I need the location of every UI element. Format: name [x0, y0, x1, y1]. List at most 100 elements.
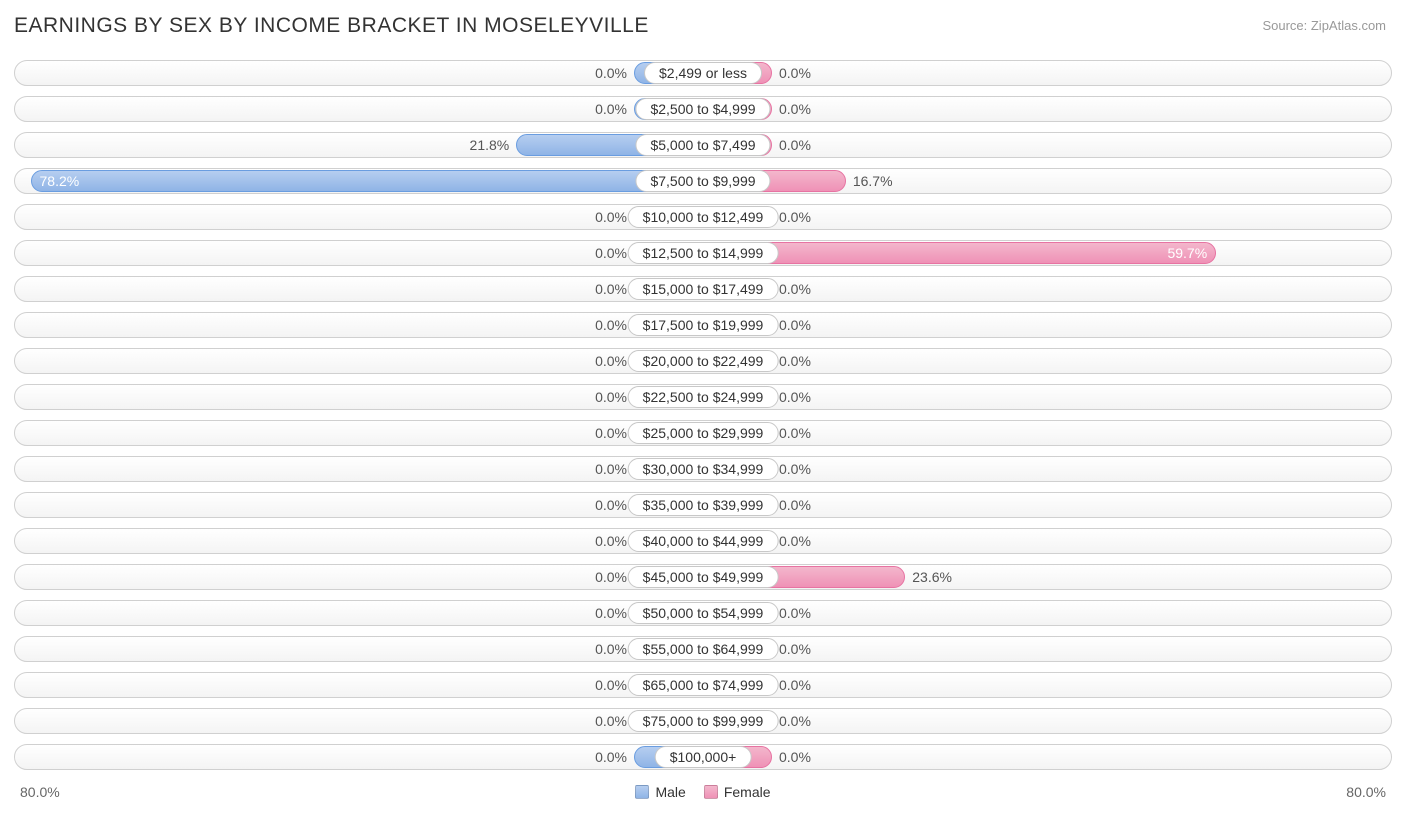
- male-side: 0.0%: [14, 56, 703, 90]
- category-label: $22,500 to $24,999: [628, 386, 779, 408]
- female-pct-label: 0.0%: [779, 713, 811, 729]
- chart-row: 21.8%0.0%$5,000 to $7,499: [14, 128, 1392, 162]
- category-label: $50,000 to $54,999: [628, 602, 779, 624]
- female-side: 0.0%: [703, 704, 1392, 738]
- female-swatch: [704, 785, 718, 799]
- category-label: $2,499 or less: [644, 62, 762, 84]
- chart-row: 0.0%23.6%$45,000 to $49,999: [14, 560, 1392, 594]
- female-pct-label: 0.0%: [779, 317, 811, 333]
- male-side: 0.0%: [14, 596, 703, 630]
- male-pct-label: 0.0%: [595, 281, 627, 297]
- female-side: 0.0%: [703, 308, 1392, 342]
- female-pct-label: 0.0%: [779, 137, 811, 153]
- female-pct-label: 0.0%: [779, 749, 811, 765]
- category-label: $35,000 to $39,999: [628, 494, 779, 516]
- chart-row: 0.0%0.0%$35,000 to $39,999: [14, 488, 1392, 522]
- category-label: $30,000 to $34,999: [628, 458, 779, 480]
- chart-area: 0.0%0.0%$2,499 or less0.0%0.0%$2,500 to …: [14, 56, 1392, 777]
- legend-female-label: Female: [724, 784, 771, 800]
- male-pct-label: 0.0%: [595, 353, 627, 369]
- male-side: 78.2%: [14, 164, 703, 198]
- legend-female: Female: [704, 784, 771, 800]
- female-pct-label: 23.6%: [912, 569, 952, 585]
- male-pct-label: 0.0%: [595, 641, 627, 657]
- male-pct-label: 0.0%: [595, 677, 627, 693]
- male-side: 0.0%: [14, 272, 703, 306]
- male-pct-label: 0.0%: [595, 101, 627, 117]
- male-side: 0.0%: [14, 560, 703, 594]
- chart-row: 0.0%0.0%$40,000 to $44,999: [14, 524, 1392, 558]
- female-side: 0.0%: [703, 596, 1392, 630]
- male-side: 0.0%: [14, 704, 703, 738]
- female-side: 23.6%: [703, 560, 1392, 594]
- female-side: 0.0%: [703, 200, 1392, 234]
- male-side: 0.0%: [14, 92, 703, 126]
- male-side: 0.0%: [14, 452, 703, 486]
- female-pct-label: 0.0%: [779, 209, 811, 225]
- category-label: $25,000 to $29,999: [628, 422, 779, 444]
- category-label: $2,500 to $4,999: [635, 98, 770, 120]
- chart-row: 78.2% 16.7%$7,500 to $9,999: [14, 164, 1392, 198]
- category-label: $12,500 to $14,999: [628, 242, 779, 264]
- chart-row: 0.0% 0.0%$55,000 to $64,999: [14, 632, 1392, 666]
- female-pct-label: 0.0%: [779, 605, 811, 621]
- legend-male: Male: [635, 784, 685, 800]
- male-pct-label: 0.0%: [595, 713, 627, 729]
- chart-row: 0.0% 0.0%$25,000 to $29,999: [14, 416, 1392, 450]
- male-pct-label: 0.0%: [595, 749, 627, 765]
- female-side: 59.7%: [703, 236, 1392, 270]
- male-side: 0.0%: [14, 308, 703, 342]
- male-pct-label: 0.0%: [595, 533, 627, 549]
- female-side: 0.0%: [703, 272, 1392, 306]
- female-side: 0.0%: [703, 56, 1392, 90]
- axis-max-right: 80.0%: [1346, 784, 1386, 800]
- category-label: $65,000 to $74,999: [628, 674, 779, 696]
- chart-row: 0.0% 0.0%$30,000 to $34,999: [14, 452, 1392, 486]
- legend: Male Female: [635, 784, 770, 800]
- female-side: 0.0%: [703, 92, 1392, 126]
- chart-footer: 80.0% Male Female 80.0%: [14, 781, 1392, 803]
- female-side: 0.0%: [703, 632, 1392, 666]
- male-pct-label: 0.0%: [595, 209, 627, 225]
- male-pct-label: 0.0%: [595, 317, 627, 333]
- female-side: 0.0%: [703, 452, 1392, 486]
- female-pct-label: 0.0%: [779, 353, 811, 369]
- category-label: $100,000+: [655, 746, 752, 768]
- male-pct-label: 0.0%: [595, 569, 627, 585]
- chart-row: 0.0%0.0%$2,500 to $4,999: [14, 92, 1392, 126]
- male-swatch: [635, 785, 649, 799]
- male-pct-label: 0.0%: [595, 425, 627, 441]
- female-pct-label: 0.0%: [779, 677, 811, 693]
- female-side: 0.0%: [703, 668, 1392, 702]
- female-side: 16.7%: [703, 164, 1392, 198]
- chart-row: 0.0% 0.0%$20,000 to $22,499: [14, 344, 1392, 378]
- category-label: $7,500 to $9,999: [635, 170, 770, 192]
- male-pct-label: 78.2%: [40, 173, 80, 189]
- female-bar: 59.7%: [702, 242, 1216, 264]
- male-side: 21.8%: [14, 128, 703, 162]
- male-side: 0.0%: [14, 668, 703, 702]
- male-pct-label: 0.0%: [595, 461, 627, 477]
- female-side: 0.0%: [703, 488, 1392, 522]
- female-pct-label: 0.0%: [779, 425, 811, 441]
- chart-row: 0.0% 0.0% $100,000+: [14, 740, 1392, 774]
- female-side: 0.0%: [703, 416, 1392, 450]
- male-pct-label: 0.0%: [595, 65, 627, 81]
- category-label: $20,000 to $22,499: [628, 350, 779, 372]
- female-side: 0.0%: [703, 344, 1392, 378]
- chart-row: 0.0%0.0%$22,500 to $24,999: [14, 380, 1392, 414]
- female-pct-label: 0.0%: [779, 497, 811, 513]
- male-side: 0.0%: [14, 632, 703, 666]
- female-pct-label: 0.0%: [779, 461, 811, 477]
- chart-row: 0.0% 0.0%$65,000 to $74,999: [14, 668, 1392, 702]
- male-side: 0.0%: [14, 236, 703, 270]
- female-pct-label: 0.0%: [779, 65, 811, 81]
- male-pct-label: 21.8%: [470, 137, 510, 153]
- category-label: $75,000 to $99,999: [628, 710, 779, 732]
- male-pct-label: 0.0%: [595, 245, 627, 261]
- male-side: 0.0%: [14, 740, 703, 774]
- female-pct-label: 0.0%: [779, 389, 811, 405]
- category-label: $55,000 to $64,999: [628, 638, 779, 660]
- male-pct-label: 0.0%: [595, 605, 627, 621]
- chart-row: 0.0%0.0%$17,500 to $19,999: [14, 308, 1392, 342]
